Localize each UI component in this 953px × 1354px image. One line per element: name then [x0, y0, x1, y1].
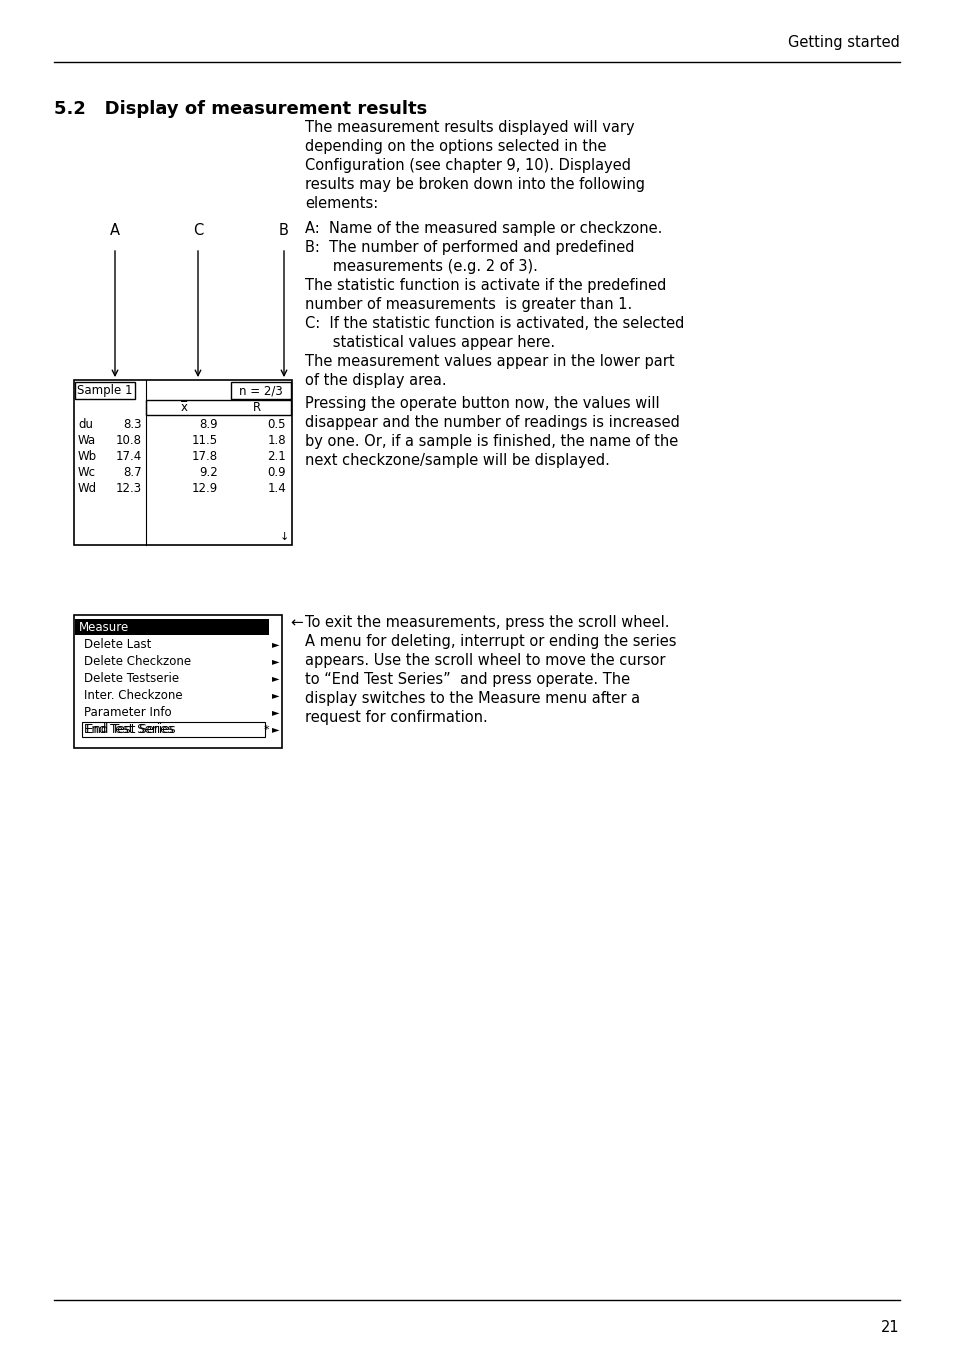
Text: ←: ←	[290, 616, 302, 631]
Text: To exit the measurements, press the scroll wheel.: To exit the measurements, press the scro…	[305, 615, 669, 630]
Text: 12.3: 12.3	[115, 482, 142, 496]
Text: 8.9: 8.9	[199, 418, 218, 432]
Bar	[82, 722, 265, 737]
Text: results may be broken down into the following: results may be broken down into the foll…	[305, 177, 644, 192]
Text: End Test Series: End Test Series	[86, 723, 175, 737]
Text: B:  The number of performed and predefined: B: The number of performed and predefine…	[305, 240, 634, 255]
Text: The measurement results displayed will vary: The measurement results displayed will v…	[305, 121, 634, 135]
Text: 10.8: 10.8	[116, 435, 142, 448]
Text: C:  If the statistic function is activated, the selected: C: If the statistic function is activate…	[305, 315, 683, 330]
Text: Measure: Measure	[79, 621, 129, 634]
Text: n = 2/3: n = 2/3	[239, 385, 283, 397]
Text: ►: ►	[272, 708, 278, 718]
Text: display switches to the Measure menu after a: display switches to the Measure menu aft…	[305, 691, 639, 705]
Text: depending on the options selected in the: depending on the options selected in the	[305, 139, 606, 154]
Text: B: B	[279, 223, 289, 238]
Text: Wd: Wd	[78, 482, 97, 496]
Text: Delete Testserie: Delete Testserie	[84, 672, 179, 685]
Text: appears. Use the scroll wheel to move the cursor: appears. Use the scroll wheel to move th…	[305, 653, 665, 668]
Text: elements:: elements:	[305, 196, 377, 211]
Text: Delete Checkzone: Delete Checkzone	[84, 655, 191, 668]
Text: by one. Or, if a sample is finished, the name of the: by one. Or, if a sample is finished, the…	[305, 435, 678, 450]
Text: Sample 1: Sample 1	[77, 385, 132, 397]
Text: ►: ►	[272, 673, 278, 684]
Text: of the display area.: of the display area.	[305, 372, 446, 389]
Bar	[75, 382, 135, 399]
Text: measurements (e.g. 2 of 3).: measurements (e.g. 2 of 3).	[305, 259, 537, 274]
Text: A: A	[110, 223, 120, 238]
Text: 11.5: 11.5	[192, 435, 218, 448]
Text: disappear and the number of readings is increased: disappear and the number of readings is …	[305, 414, 679, 431]
Text: du: du	[78, 418, 92, 432]
Text: Wa: Wa	[78, 435, 96, 448]
Bar	[231, 382, 291, 399]
Text: 12.9: 12.9	[192, 482, 218, 496]
Text: Delete Last: Delete Last	[84, 638, 152, 651]
Text: ►: ►	[272, 691, 278, 700]
Text: ►: ►	[272, 657, 278, 666]
Text: R: R	[253, 401, 261, 414]
Text: 8.7: 8.7	[123, 467, 142, 479]
Text: 21: 21	[881, 1320, 899, 1335]
Text: Parameter Info: Parameter Info	[84, 705, 172, 719]
Text: *: *	[263, 724, 269, 734]
Text: 0.9: 0.9	[267, 467, 286, 479]
Text: ►: ►	[272, 639, 278, 650]
Text: request for confirmation.: request for confirmation.	[305, 709, 487, 724]
Text: 9.2: 9.2	[199, 467, 218, 479]
Text: statistical values appear here.: statistical values appear here.	[305, 334, 555, 349]
Text: 1.4: 1.4	[267, 482, 286, 496]
Text: 17.4: 17.4	[115, 451, 142, 463]
Text: A menu for deleting, interrupt or ending the series: A menu for deleting, interrupt or ending…	[305, 634, 676, 649]
Text: The statistic function is activate if the predefined: The statistic function is activate if th…	[305, 278, 666, 292]
Text: 0.5: 0.5	[267, 418, 286, 432]
Bar	[75, 619, 269, 635]
Text: 1.8: 1.8	[267, 435, 286, 448]
Bar	[74, 380, 292, 546]
Text: Wc: Wc	[78, 467, 96, 479]
Text: A:  Name of the measured sample or checkzone.: A: Name of the measured sample or checkz…	[305, 221, 661, 236]
Text: Wb: Wb	[78, 451, 97, 463]
Text: ↓: ↓	[279, 532, 289, 542]
Text: next checkzone/sample will be displayed.: next checkzone/sample will be displayed.	[305, 454, 609, 468]
Text: End Test Series: End Test Series	[84, 723, 173, 737]
Text: Pressing the operate button now, the values will: Pressing the operate button now, the val…	[305, 395, 659, 412]
Text: 5.2   Display of measurement results: 5.2 Display of measurement results	[54, 100, 427, 118]
Text: number of measurements  is greater than 1.: number of measurements is greater than 1…	[305, 297, 632, 311]
Text: Configuration (see chapter 9, 10). Displayed: Configuration (see chapter 9, 10). Displ…	[305, 158, 630, 173]
Text: 2.1: 2.1	[267, 451, 286, 463]
Text: ►: ►	[272, 724, 278, 734]
Text: The measurement values appear in the lower part: The measurement values appear in the low…	[305, 353, 674, 370]
Text: Getting started: Getting started	[787, 34, 899, 50]
Text: 8.3: 8.3	[123, 418, 142, 432]
Text: Inter. Checkzone: Inter. Checkzone	[84, 689, 182, 701]
Text: 17.8: 17.8	[192, 451, 218, 463]
Bar	[74, 615, 282, 747]
Text: C: C	[193, 223, 203, 238]
Bar	[146, 399, 291, 414]
Text: to “End Test Series”  and press operate. The: to “End Test Series” and press operate. …	[305, 672, 630, 686]
Text: x̅: x̅	[180, 401, 188, 414]
